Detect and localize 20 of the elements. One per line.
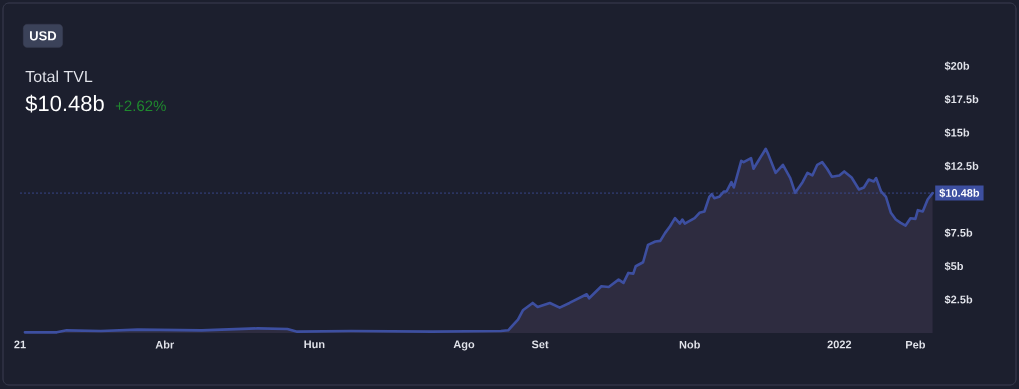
chart-title: Total TVL — [25, 70, 93, 83]
y-tick-label: $5b — [944, 261, 964, 271]
y-tick-label: $2.5b — [944, 295, 973, 305]
y-tick-label: $20b — [944, 61, 970, 71]
x-tick-label: Nob — [679, 340, 700, 349]
x-tick-label: Peb — [906, 340, 926, 349]
ref-line-label: $10.48b — [939, 188, 980, 198]
x-tick-label: Abr — [155, 340, 175, 349]
y-tick-label: $15b — [944, 128, 970, 138]
y-tick-label: $17.5b — [944, 94, 979, 104]
text: USD — [29, 31, 57, 41]
x-tick-label: Hun — [304, 340, 325, 349]
text: $10.48b — [25, 94, 104, 113]
x-tick-label: 21 — [14, 340, 26, 349]
y-tick-label: $12.5b — [944, 161, 979, 171]
x-tick-label: Set — [531, 340, 549, 349]
annotation: +2.62% — [115, 100, 166, 112]
x-tick-label: Ago — [453, 340, 475, 351]
x-tick-label: 2022 — [827, 340, 852, 349]
y-tick-label: $7.5b — [944, 228, 973, 238]
